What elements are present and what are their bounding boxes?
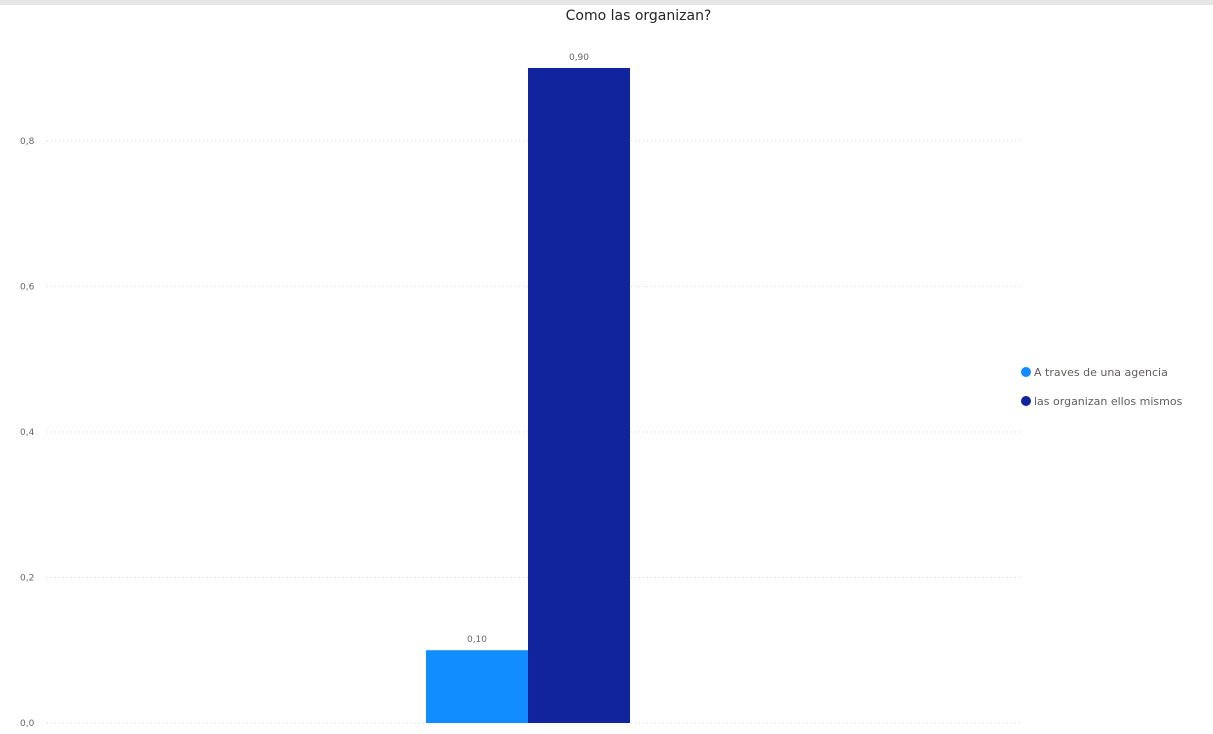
legend-dot-icon [1021,367,1031,377]
bar[interactable] [528,67,630,724]
y-axis-ticks: 0,0 0,2 0,4 0,6 0,8 [20,137,35,729]
legend-label: A traves de una agencia [1034,365,1168,379]
data-label: 0,10 [467,635,487,645]
data-label: 0,90 [569,53,589,63]
legend-item-agencia[interactable]: A traves de una agencia [1021,363,1182,381]
legend-label: las organizan ellos mismos [1034,394,1183,408]
legend-item-ellos-mismos[interactable]: las organizan ellos mismos [1021,392,1182,410]
legend: A traves de una agencia las organizan el… [1021,363,1182,421]
y-tick-label: 0,6 [20,282,35,292]
y-tick-label: 0,0 [20,719,35,729]
data-labels: 0,10 0,90 [467,53,589,645]
bars [426,67,630,724]
y-tick-label: 0,8 [20,137,35,147]
y-tick-label: 0,4 [20,428,35,438]
legend-dot-icon [1021,396,1031,406]
bar[interactable] [426,650,528,723]
visual-top-border [0,0,1213,5]
y-tick-label: 0,2 [20,573,34,583]
chart-title: Como las organizan? [565,8,712,24]
